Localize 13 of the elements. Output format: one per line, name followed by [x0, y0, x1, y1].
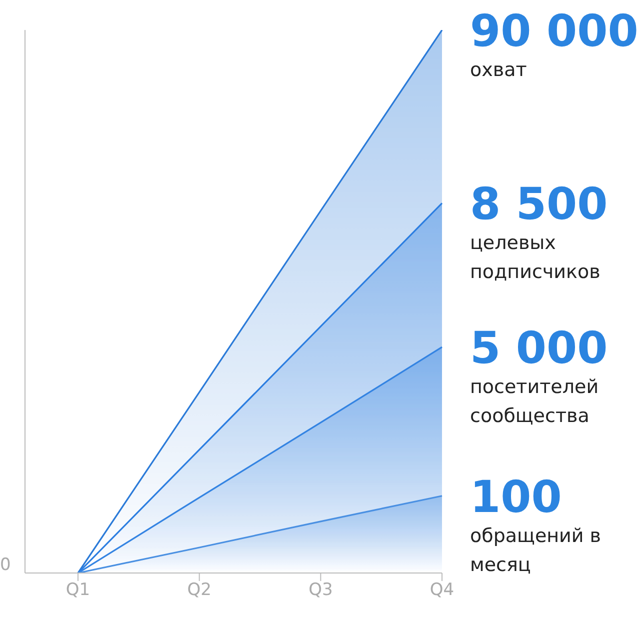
annotation: 90 000 [470, 6, 638, 57]
x-tick-label: Q2 [187, 580, 212, 600]
series-label: охват [470, 58, 528, 83]
annotation: 5 000 [470, 323, 608, 374]
series-label: обращений в месяц [470, 524, 602, 578]
x-tick-label: Q1 [66, 580, 90, 600]
series-label: целевых подписчиков [470, 231, 602, 286]
x-tick-label: Q4 [430, 580, 454, 600]
series-label: посетителей сообщества [470, 375, 600, 430]
x-tick-label: Q3 [308, 580, 333, 600]
annotation: 8 500 [470, 179, 608, 230]
text: 0 [0, 555, 11, 575]
annotation: 100 [470, 472, 562, 523]
